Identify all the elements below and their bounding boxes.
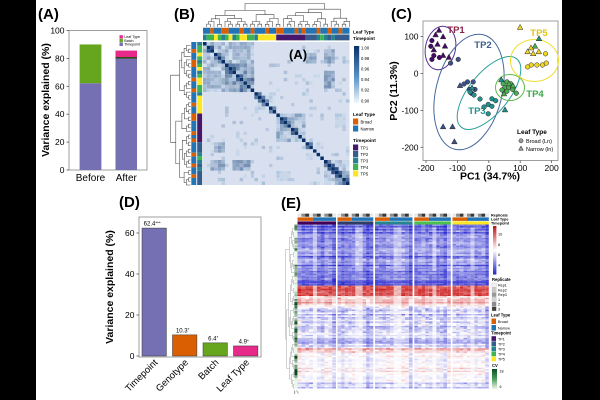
svg-text:60: 60 [125,228,135,238]
svg-text:(B): (B) [174,6,195,23]
svg-text:Batch: Batch [124,39,133,43]
svg-text:100: 100 [513,163,527,173]
svg-text:0: 0 [414,69,419,79]
svg-text:TP3: TP3 [361,158,369,163]
svg-text:Leaf Type: Leaf Type [124,35,140,39]
svg-text:Rep2: Rep2 [498,288,507,292]
svg-text:Leaf Type: Leaf Type [517,129,547,136]
svg-text:TP4: TP4 [498,353,505,357]
svg-text:20: 20 [125,310,135,320]
svg-text:100: 100 [404,32,418,42]
svg-text:Timepoint: Timepoint [353,36,375,41]
svg-text:TP5: TP5 [530,28,548,39]
svg-text:60: 60 [55,81,65,91]
svg-text:200: 200 [545,163,559,173]
svg-text:10: 10 [498,233,502,237]
svg-text:Leaf Type: Leaf Type [353,29,375,34]
svg-text:TP1: TP1 [498,337,505,341]
svg-text:1: 1 [498,298,500,302]
svg-text:-200: -200 [401,142,418,152]
svg-text:-200: -200 [417,163,434,173]
svg-text:TP4: TP4 [361,165,369,170]
svg-text:(E): (E) [281,195,301,212]
svg-text:(C): (C) [391,6,412,23]
svg-text:-100: -100 [401,105,418,115]
svg-text:Timepoint: Timepoint [491,331,512,336]
svg-text:Leaf Type: Leaf Type [491,313,511,318]
svg-text:TP2: TP2 [498,342,505,346]
svg-text:(A): (A) [38,6,59,23]
svg-text:20: 20 [55,137,65,147]
svg-text:6.4*: 6.4* [208,335,218,342]
svg-text:18: 18 [500,370,504,374]
svg-text:Leaf Type: Leaf Type [353,112,375,118]
svg-text:0.94: 0.94 [361,77,370,82]
svg-text:0.90: 0.90 [361,98,370,103]
svg-text:(D): (D) [119,194,140,211]
svg-text:0: 0 [60,165,65,175]
svg-text:TP5: TP5 [498,358,505,362]
svg-text:Timepoint: Timepoint [491,221,510,225]
svg-text:PC1 (34.7%): PC1 (34.7%) [460,171,520,183]
svg-text:Narrow: Narrow [498,327,510,331]
svg-text:Variance explained (%): Variance explained (%) [40,43,52,157]
svg-text:CV: CV [492,363,498,368]
svg-text:TP2: TP2 [474,40,491,51]
svg-text:Broad: Broad [498,320,508,324]
svg-text:TP4: TP4 [526,89,544,100]
svg-text:(A): (A) [289,47,307,62]
svg-text:4.9*: 4.9* [239,338,249,345]
svg-text:40: 40 [55,109,65,119]
svg-text:Rep3: Rep3 [498,293,507,297]
svg-text:Timepoint: Timepoint [353,138,376,144]
svg-text:TP5: TP5 [361,171,369,176]
svg-text:TP1: TP1 [361,145,369,150]
svg-text:Leaf Type: Leaf Type [491,218,508,222]
svg-text:8: 8 [498,243,500,247]
svg-text:62.4***: 62.4*** [144,220,161,227]
svg-text:1.00: 1.00 [361,45,370,50]
svg-text:3: 3 [498,307,500,311]
svg-text:After: After [116,173,138,184]
svg-text:PC2 (11.3%): PC2 (11.3%) [388,61,400,121]
svg-text:Replicate: Replicate [491,214,508,218]
svg-text:TP3: TP3 [498,348,505,352]
svg-text:TP1: TP1 [447,25,465,36]
svg-text:TP3: TP3 [468,106,485,117]
svg-text:Replicate: Replicate [492,277,511,282]
svg-text:6: 6 [500,385,502,389]
svg-text:10.3*: 10.3* [176,327,190,334]
svg-text:0.96: 0.96 [361,67,370,72]
svg-text:Narrow (ln): Narrow (ln) [526,147,553,153]
svg-text:80: 80 [55,53,65,63]
svg-text:Timepoint: Timepoint [124,43,140,47]
svg-text:Broad: Broad [361,119,373,124]
svg-text:TP2: TP2 [361,152,369,157]
svg-text:Variance explained (%): Variance explained (%) [104,230,116,344]
svg-text:Broad (Ln): Broad (Ln) [526,139,552,145]
svg-text:100: 100 [50,26,64,36]
svg-text:6: 6 [498,253,500,257]
svg-text:4: 4 [498,263,500,267]
svg-text:0: 0 [486,163,491,173]
svg-text:Before: Before [76,173,106,184]
svg-text:-100: -100 [449,163,466,173]
svg-text:2: 2 [498,303,500,307]
svg-text:Narrow: Narrow [361,126,375,131]
svg-text:0.92: 0.92 [361,88,370,93]
svg-text:Rep1: Rep1 [498,284,507,288]
svg-text:0: 0 [130,351,135,361]
svg-text:0.98: 0.98 [361,56,370,61]
svg-text:40: 40 [125,269,135,279]
